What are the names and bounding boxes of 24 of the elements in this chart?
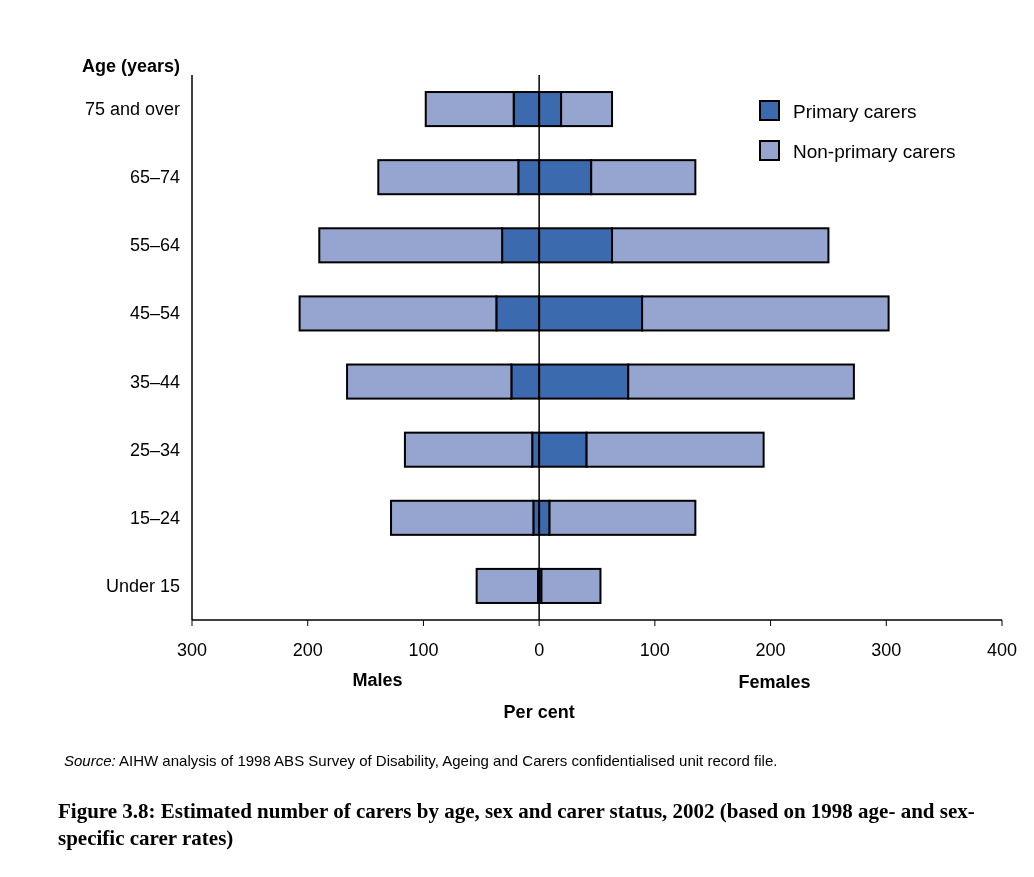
x-axis-title: Per cent <box>503 702 575 722</box>
y-tick-label: 55–64 <box>129 235 180 256</box>
text: Figure 3.8: Estimated number of carers by age, sex and carer status, 2002 (based on 1998 age- and sex-specific carer rates) <box>58 798 976 852</box>
legend-label: Primary carers <box>793 101 917 122</box>
y-tick-label: 45–54 <box>129 303 180 324</box>
x-tick-label: 100 <box>639 640 670 660</box>
text: Males <box>352 670 403 690</box>
x-tick-label: 100 <box>408 640 439 660</box>
y-tick-label: 35–44 <box>129 371 180 392</box>
text: Females <box>738 672 811 692</box>
x-tick-label: 0 <box>534 640 545 660</box>
y-tick-label: 15–24 <box>129 507 180 528</box>
x-tick-label: 400 <box>986 640 1018 660</box>
y-tick-label: 25–34 <box>129 439 180 460</box>
x-tick-label: 300 <box>871 640 902 660</box>
x-tick-label: 300 <box>176 640 208 660</box>
y-tick-label: 65–74 <box>129 167 180 188</box>
x-tick-label: 200 <box>755 640 786 660</box>
x-tick-label: 200 <box>292 640 323 660</box>
source-note: Source: AIHW analysis of 1998 ABS Survey of Disability, Ageing and Carers confidentialised unit record file. <box>64 752 778 769</box>
y-axis-title: Age (years) <box>81 56 180 76</box>
y-tick-label: Under 15 <box>105 575 180 596</box>
legend-label: Non-primary carers <box>793 141 956 162</box>
y-tick-label: 75 and over <box>84 99 180 120</box>
